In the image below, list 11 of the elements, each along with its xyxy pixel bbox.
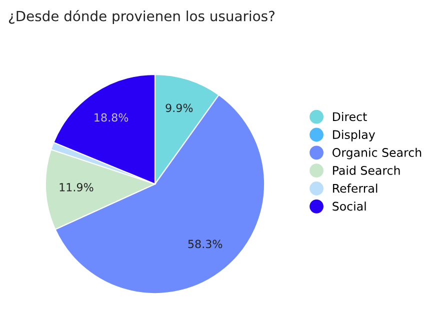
legend-label: Direct [333, 112, 367, 122]
data-label: 58.3% [188, 240, 222, 248]
legend-label: Display [333, 130, 376, 142]
chart-title: ¿Desde dónde provienen los usuarios? [8, 10, 274, 24]
data-label: 18.8% [94, 113, 128, 122]
data-label: 9.9% [166, 104, 193, 112]
data-label: 11.9% [60, 183, 94, 192]
legend-label: Paid Search [333, 166, 400, 175]
legend-label: Referral [333, 184, 378, 193]
legend-label: Organic Search [332, 148, 422, 160]
legend-label: Social [332, 202, 366, 211]
